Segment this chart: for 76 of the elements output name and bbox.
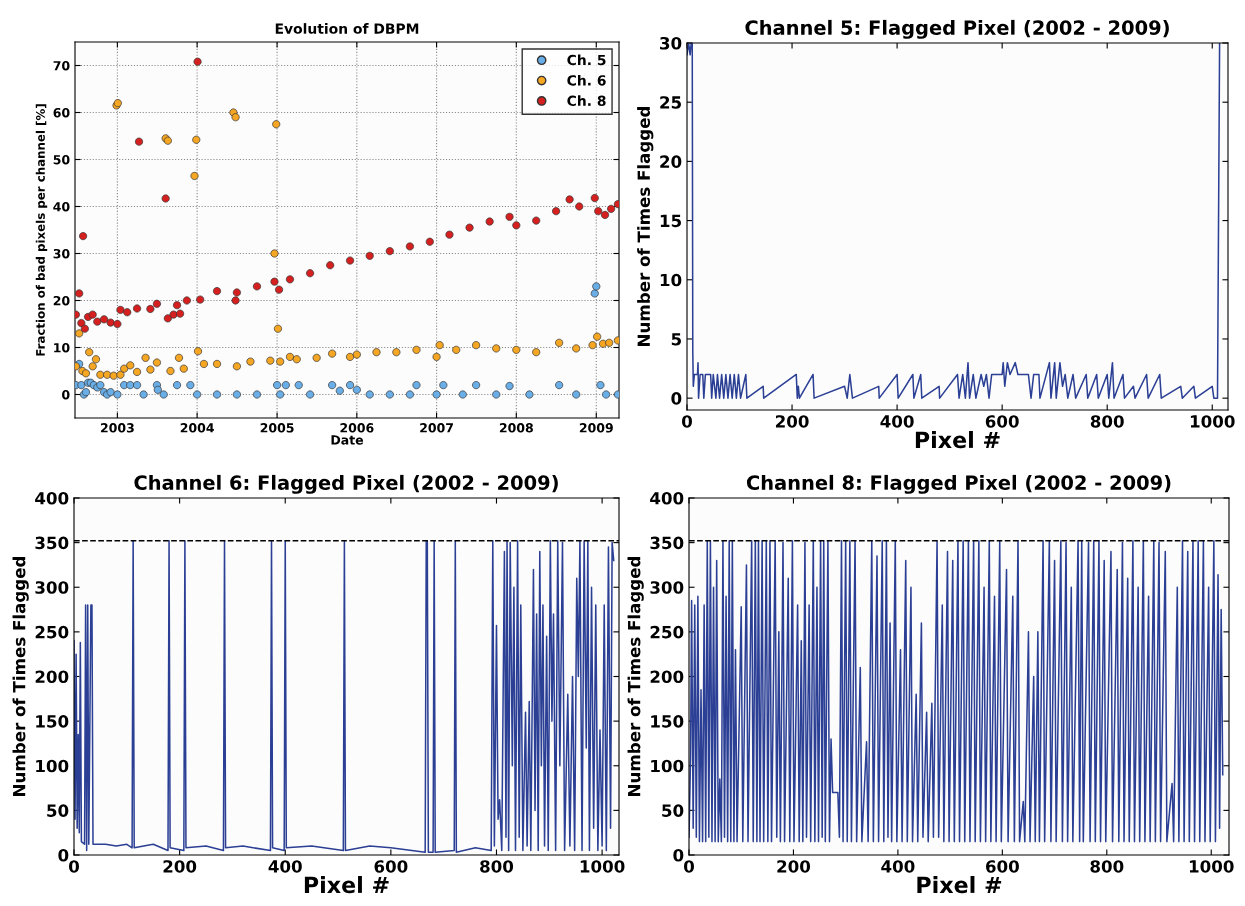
y-tick-label: 250	[650, 625, 684, 639]
x-tick-label: 2009	[579, 423, 613, 433]
y-tick-label: 50	[53, 154, 70, 165]
y-tick-label: 300	[650, 581, 684, 594]
x-tick-label: 400	[880, 415, 914, 428]
legend-label: Ch. 8	[567, 95, 606, 107]
y-tick-label: 50	[47, 804, 69, 817]
y-tick-label: 20	[660, 155, 682, 168]
y-tick-label: 70	[53, 60, 70, 71]
x-tick-label: 0	[684, 860, 694, 873]
x-tick-label: 400	[268, 860, 302, 873]
x-tick-label: 0	[69, 860, 79, 873]
line-series	[689, 540, 1224, 843]
y-tick-label: 400	[650, 491, 684, 505]
x-axis-title: Date	[331, 435, 364, 445]
line-series	[687, 43, 1221, 399]
chart-title: Channel 8: Flagged Pixel (2002 - 2009)	[746, 474, 1171, 494]
y-tick-label: 40	[53, 201, 70, 212]
x-tick-label: 600	[985, 415, 1019, 428]
y-tick-label: 20	[53, 295, 70, 306]
y-tick-label: 60	[53, 107, 70, 118]
y-axis-title: Fraction of bad pixels per channel [%]	[35, 104, 48, 356]
y-tick-label: 250	[35, 625, 69, 639]
x-axis-title: Pixel #	[304, 875, 389, 894]
x-tick-label: 2008	[499, 423, 533, 433]
x-tick-label: 2003	[100, 423, 134, 433]
y-axis-title: Number of Times Flagged	[12, 556, 29, 796]
x-tick-label: 800	[480, 860, 514, 873]
x-tick-label: 200	[777, 860, 811, 873]
chart-title: Channel 5: Flagged Pixel (2002 - 2009)	[745, 19, 1169, 39]
legend-label: Ch. 5	[567, 54, 606, 66]
x-tick-label: 2004	[180, 423, 214, 433]
x-tick-label: 1000	[1190, 415, 1235, 428]
x-axis-title: Pixel #	[917, 875, 1002, 894]
x-tick-label: 800	[1090, 860, 1124, 873]
y-tick-label: 100	[36, 759, 69, 773]
y-tick-label: 350	[35, 536, 69, 550]
x-tick-label: 1000	[580, 860, 625, 873]
x-tick-label: 600	[985, 860, 1019, 873]
y-tick-label: 200	[35, 670, 69, 684]
y-tick-label: 150	[36, 715, 69, 728]
y-tick-label: 300	[35, 581, 69, 594]
y-tick-label: 0	[58, 848, 69, 862]
chart-title: Channel 6: Flagged Pixel (2002 - 2009)	[134, 474, 558, 494]
x-tick-label: 200	[163, 860, 197, 873]
x-tick-label: 2006	[340, 423, 374, 433]
y-tick-label: 0	[671, 392, 682, 405]
y-tick-label: 10	[660, 273, 682, 287]
x-tick-label: 2005	[260, 423, 294, 433]
x-tick-label: 0	[682, 415, 692, 428]
y-tick-label: 25	[660, 96, 681, 109]
y-axis-title: Number of Times Flagged	[627, 556, 644, 796]
line-series	[74, 540, 615, 854]
y-tick-label: 30	[660, 36, 682, 50]
y-tick-label: 100	[651, 759, 684, 773]
x-tick-label: 200	[775, 415, 809, 428]
y-tick-label: 0	[673, 848, 684, 862]
y-tick-label: 5	[671, 333, 681, 346]
y-tick-label: 0	[62, 389, 70, 400]
legend-label: Ch. 6	[567, 74, 606, 86]
x-tick-label: 1000	[1189, 860, 1234, 873]
x-tick-label: 800	[1090, 415, 1124, 428]
chart-title: Evolution of DBPM	[275, 23, 419, 34]
y-tick-label: 50	[662, 804, 684, 817]
y-tick-label: 15	[660, 214, 681, 228]
y-tick-label: 30	[53, 248, 70, 259]
x-tick-label: 600	[374, 860, 408, 873]
y-tick-label: 350	[650, 536, 684, 550]
y-tick-label: 400	[35, 491, 69, 505]
x-tick-label: 400	[881, 860, 915, 873]
y-axis-title: Number of Times Flagged	[637, 106, 654, 346]
y-tick-label: 150	[651, 715, 684, 728]
y-tick-label: 10	[54, 342, 70, 353]
y-tick-label: 200	[650, 670, 684, 684]
x-axis-title: Pixel #	[915, 430, 1000, 449]
x-tick-label: 2007	[420, 423, 453, 433]
